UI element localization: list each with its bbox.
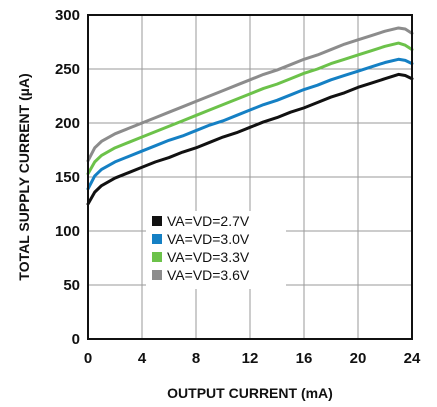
x-tick-label: 24: [404, 350, 421, 367]
y-tick-label: 150: [55, 169, 80, 186]
y-tick-label: 300: [55, 7, 80, 24]
legend-label: VA=VD=3.6V: [167, 267, 250, 283]
y-tick-label: 50: [63, 277, 80, 294]
series-line-1: [86, 72, 414, 206]
legend-label: VA=VD=3.0V: [167, 231, 250, 247]
legend-label: VA=VD=2.7V: [167, 213, 250, 229]
y-tick-label: 100: [55, 223, 80, 240]
legend-swatch: [152, 252, 162, 262]
plot-frame: [87, 14, 413, 340]
x-tick-label: 8: [192, 350, 200, 367]
x-tick-label: 20: [350, 350, 367, 367]
legend-swatch: [152, 234, 162, 244]
x-axis-title: OUTPUT CURRENT (mA): [167, 385, 333, 401]
y-tick-label: 250: [55, 61, 80, 78]
legend-label: VA=VD=3.3V: [167, 249, 250, 265]
axis-ticks: 0 4 8 12 16 20 24 0 50 100 150 200 250 300: [55, 7, 421, 367]
series-line-3: [86, 41, 414, 176]
series-line-2: [86, 57, 414, 191]
legend: VA=VD=2.7V VA=VD=3.0V VA=VD=3.3V VA=VD=3.6V: [146, 211, 286, 289]
x-tick-label: 12: [242, 350, 259, 367]
y-tick-label: 0: [72, 331, 80, 348]
x-tick-label: 0: [84, 350, 92, 367]
legend-background: [146, 211, 286, 289]
legend-swatch: [152, 216, 162, 226]
y-tick-label: 200: [55, 115, 80, 132]
data-series: [86, 26, 414, 206]
x-tick-label: 16: [296, 350, 313, 367]
y-axis-title: TOTAL SUPPLY CURRENT (µA): [16, 73, 32, 280]
series-line-4: [86, 26, 414, 163]
x-tick-label: 4: [138, 350, 147, 367]
legend-swatch: [152, 270, 162, 280]
